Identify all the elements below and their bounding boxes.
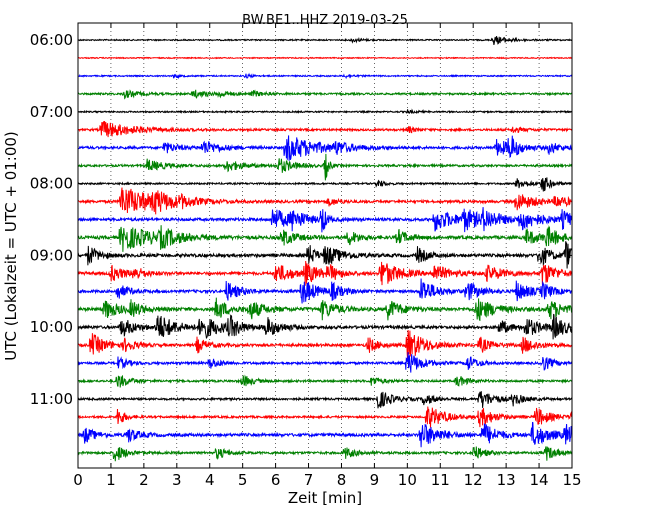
vertical-grid — [110, 23, 540, 468]
trace-0800 — [77, 177, 573, 192]
trace-0930 — [77, 278, 573, 304]
trace-0700 — [77, 108, 572, 115]
trace-0915 — [77, 260, 573, 286]
x-tick-label: 6 — [271, 471, 281, 489]
trace-rows — [77, 35, 573, 462]
x-tick-label: 1 — [106, 471, 116, 489]
trace-0830 — [77, 207, 573, 233]
x-tick-label: 0 — [73, 471, 83, 489]
y-tick-label: 09:00 — [30, 246, 73, 264]
trace-1000 — [77, 313, 573, 340]
x-tick-label: 4 — [205, 471, 215, 489]
trace-0645 — [77, 89, 573, 100]
chart-title: BW.BE1..HHZ 2019-03-25 — [242, 13, 408, 28]
trace-0630 — [77, 72, 573, 80]
y-tick-label: 11:00 — [30, 390, 73, 408]
y-axis-ticks: 06:00 07:00 08:00 09:00 10:00 11:00 — [30, 31, 572, 408]
x-axis-label: Zeit [min] — [288, 489, 362, 507]
x-tick-label: 12 — [464, 471, 483, 489]
x-tick-label: 3 — [172, 471, 182, 489]
trace-0845 — [77, 225, 573, 252]
x-tick-label: 10 — [398, 471, 417, 489]
trace-0615 — [77, 56, 573, 60]
x-tick-label: 13 — [497, 471, 516, 489]
trace-1100 — [77, 391, 573, 409]
plot-frame — [77, 22, 573, 469]
trace-1015 — [77, 329, 573, 360]
y-tick-label: 06:00 — [30, 31, 73, 49]
trace-1130 — [77, 421, 573, 448]
trace-1145 — [77, 446, 573, 462]
x-tick-label: 5 — [238, 471, 248, 489]
trace-0600 — [77, 35, 573, 46]
x-tick-label: 9 — [370, 471, 380, 489]
y-tick-label: 08:00 — [30, 175, 73, 193]
trace-0945 — [77, 297, 573, 322]
y-tick-label: 10:00 — [30, 318, 73, 336]
trace-0815 — [77, 187, 573, 215]
trace-1030 — [77, 352, 573, 373]
x-tick-label: 15 — [562, 471, 581, 489]
x-tick-label: 14 — [530, 471, 549, 489]
trace-1115 — [77, 406, 573, 428]
trace-0745 — [77, 153, 573, 181]
trace-0715 — [77, 120, 573, 138]
x-tick-label: 7 — [304, 471, 314, 489]
x-tick-label: 2 — [139, 471, 149, 489]
trace-0730 — [77, 135, 573, 161]
y-tick-label: 07:00 — [30, 103, 73, 121]
trace-0900 — [77, 241, 573, 269]
x-axis-ticks: 0 1 2 3 4 5 6 7 8 9 10 11 12 13 14 15 — [73, 23, 582, 489]
trace-1045 — [77, 374, 573, 388]
y-axis-label: UTC (Lokalzeit = UTC + 01:00) — [2, 131, 20, 361]
x-tick-label: 8 — [337, 471, 347, 489]
x-tick-label: 11 — [431, 471, 450, 489]
